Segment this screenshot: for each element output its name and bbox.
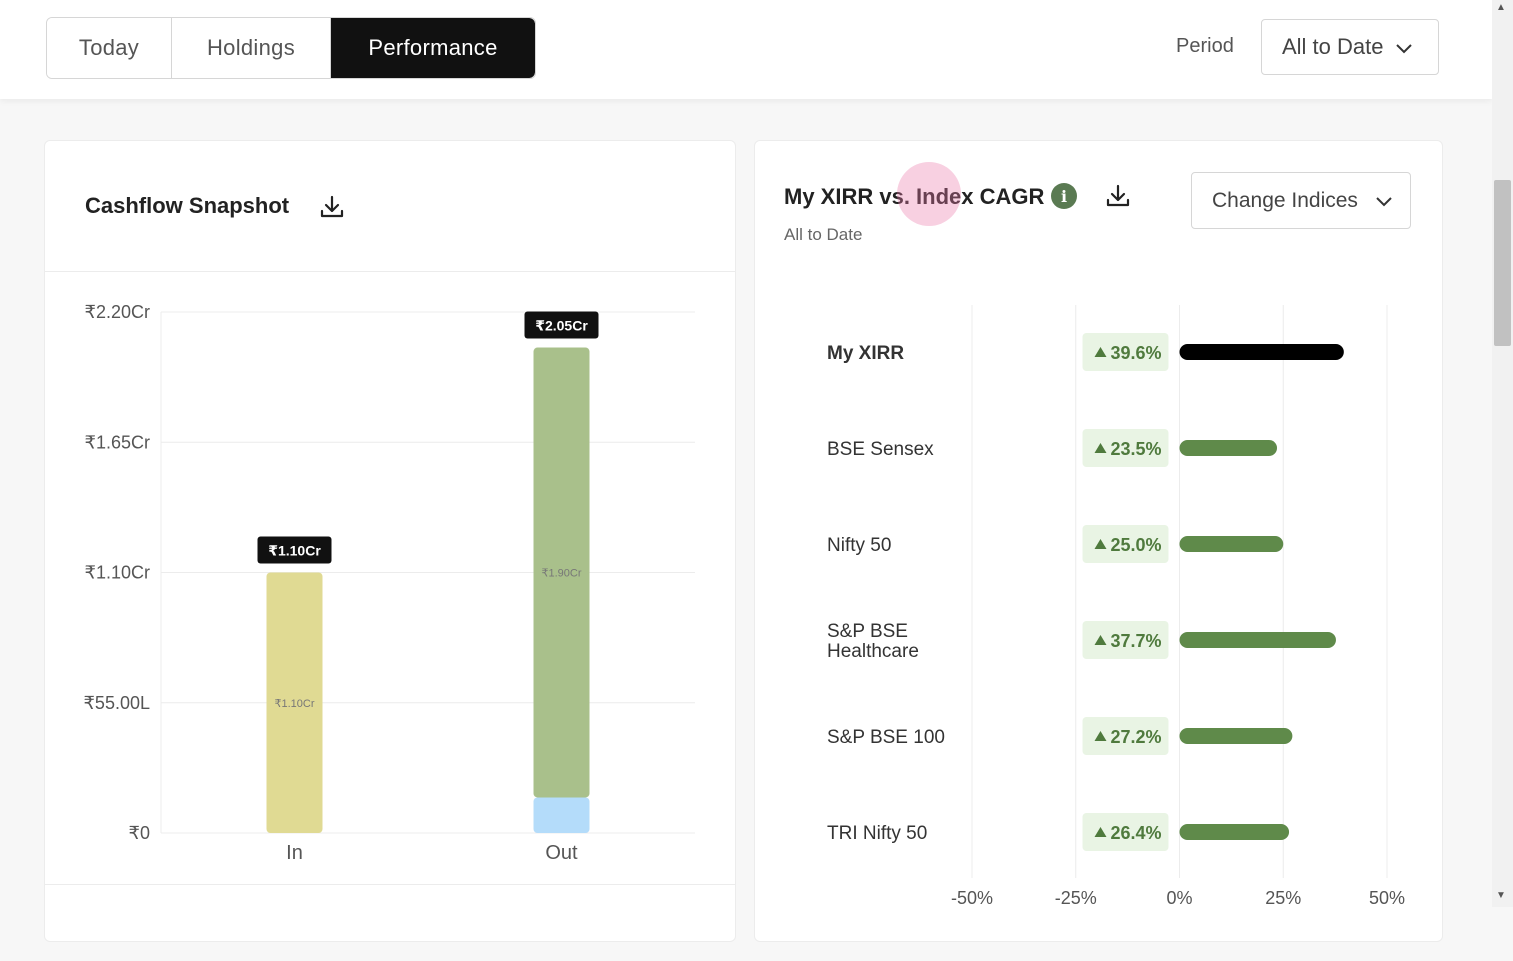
value-badge — [1082, 717, 1169, 755]
period-label: Period — [1176, 35, 1234, 57]
xirr-subtitle: All to Date — [784, 225, 863, 244]
change-indices-dropdown[interactable]: Change Indices — [1191, 172, 1411, 229]
download-icon[interactable] — [320, 195, 344, 224]
y-tick-label: ₹1.10Cr — [85, 563, 150, 583]
y-tick-label: ₹55.00L — [83, 693, 150, 713]
x-tick-label: -50% — [951, 888, 993, 908]
divider — [45, 884, 735, 885]
value-label: 23.5% — [1110, 439, 1161, 459]
up-arrow-icon — [1094, 539, 1107, 549]
value-bar — [1179, 632, 1336, 648]
x-tick-label: 0% — [1166, 888, 1192, 908]
value-label: 25.0% — [1110, 535, 1161, 555]
x-tick-label: 25% — [1265, 888, 1301, 908]
chevron-down-icon — [1376, 189, 1392, 213]
period-select[interactable]: All to Date — [1261, 19, 1439, 75]
download-icon[interactable] — [1106, 184, 1130, 213]
bar-segment[interactable] — [266, 572, 323, 834]
index-label: My XIRR — [827, 343, 904, 364]
x-tick-label: -25% — [1055, 888, 1097, 908]
up-arrow-icon — [1094, 827, 1107, 837]
value-bar — [1179, 344, 1344, 360]
y-tick-label: ₹1.65Cr — [85, 432, 150, 452]
index-row[interactable]: TRI Nifty 50 26.4% — [827, 813, 1290, 851]
value-bar — [1179, 728, 1293, 744]
cashflow-chart: ₹0 ₹55.00L ₹1.10Cr ₹1.65Cr ₹2.20Cr ₹1.10Cr ₹1.… — [83, 302, 695, 864]
value-label: 27.2% — [1110, 727, 1161, 747]
bar-segment[interactable] — [533, 797, 590, 833]
value-label: 39.6% — [1110, 343, 1161, 363]
xirr-card: My XIRR vs. Index CAGR i All to Date Cha… — [754, 140, 1443, 942]
y-tick-label: ₹2.20Cr — [85, 302, 150, 322]
cashflow-header: Cashflow Snapshot — [45, 141, 735, 272]
x-tick-label: Out — [545, 842, 578, 864]
tab-performance[interactable]: Performance — [331, 18, 535, 78]
index-label: TRI Nifty 50 — [827, 823, 927, 844]
y-tick-label: ₹0 — [129, 823, 150, 843]
view-tabs: Today Holdings Performance — [46, 17, 536, 79]
xirr-chart: -50% -25% 0% 25% 50% My XIRR 39.6% BSE Sensex 23… — [827, 305, 1405, 908]
chevron-down-icon — [1395, 34, 1412, 60]
up-arrow-icon — [1094, 443, 1107, 453]
value-badge — [1082, 621, 1169, 659]
up-arrow-icon — [1094, 731, 1107, 741]
scroll-down-arrow-icon[interactable]: ▼ — [1496, 890, 1506, 901]
value-bar — [1179, 440, 1278, 456]
value-bar — [1179, 536, 1284, 552]
period-select-value: All to Date — [1282, 34, 1384, 59]
up-arrow-icon — [1094, 347, 1107, 357]
top-bar: Today Holdings Performance Period All to… — [0, 0, 1492, 99]
bar-total-tooltip — [257, 536, 332, 564]
value-badge — [1082, 813, 1169, 851]
index-label: BSE Sensex — [827, 439, 934, 460]
value-bar — [1179, 824, 1290, 840]
value-badge — [1082, 429, 1169, 467]
xirr-title: My XIRR vs. Index CAGR — [784, 184, 1045, 209]
scrollbar[interactable] — [1492, 0, 1513, 907]
value-label: 37.7% — [1110, 631, 1161, 651]
value-badge — [1082, 525, 1169, 563]
scroll-up-arrow-icon[interactable]: ▲ — [1496, 2, 1506, 13]
index-label: Nifty 50 — [827, 535, 891, 556]
scrollbar-thumb[interactable] — [1494, 180, 1511, 346]
cashflow-card: Cashflow Snapshot ₹0 ₹55.00L ₹1.10Cr ₹1.65C… — [44, 140, 736, 942]
bar-segment-label: ₹1.90Cr — [541, 568, 581, 580]
bar-segment-label: ₹1.10Cr — [274, 698, 314, 710]
tab-today[interactable]: Today — [47, 18, 172, 78]
index-row[interactable]: My XIRR 39.6% — [827, 333, 1344, 371]
value-badge — [1082, 333, 1169, 371]
index-label: S&P BSE — [827, 621, 908, 642]
bar-total-label: ₹1.10Cr — [268, 543, 321, 559]
x-tick-label: 50% — [1369, 888, 1405, 908]
index-row[interactable]: BSE Sensex 23.5% — [827, 429, 1278, 467]
bar-total-label: ₹2.05Cr — [535, 318, 588, 334]
index-label: S&P BSE 100 — [827, 727, 945, 748]
tab-holdings[interactable]: Holdings — [172, 18, 331, 78]
x-tick-label: In — [286, 842, 303, 864]
info-icon[interactable]: i — [1051, 183, 1077, 209]
index-row[interactable]: Nifty 50 25.0% — [827, 525, 1284, 563]
cashflow-title: Cashflow Snapshot — [85, 193, 290, 218]
bar-segment[interactable] — [533, 347, 590, 798]
up-arrow-icon — [1094, 635, 1107, 645]
index-label: Healthcare — [827, 641, 919, 662]
index-row[interactable]: S&P BSE 100 27.2% — [827, 717, 1293, 755]
value-label: 26.4% — [1110, 823, 1161, 843]
change-indices-label: Change Indices — [1212, 188, 1358, 212]
bar-total-tooltip — [524, 311, 599, 339]
